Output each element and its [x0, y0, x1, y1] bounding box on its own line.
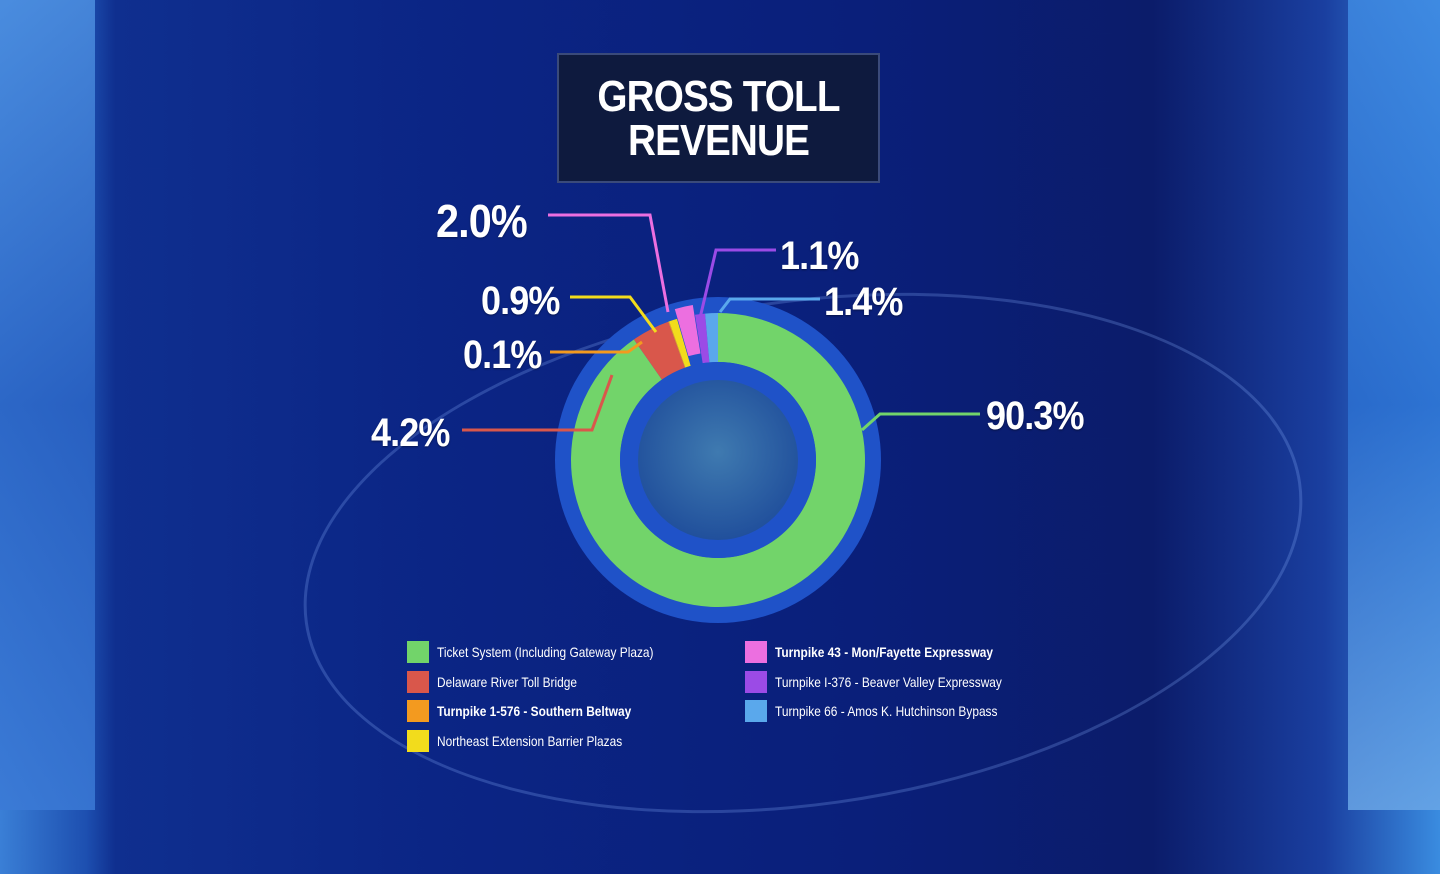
donut-slice-1: [633, 321, 685, 380]
donut-slice-3: [669, 318, 691, 368]
data-label-376: 1.1%: [780, 234, 859, 278]
legend-swatch: [407, 641, 429, 663]
legend-item-376: Turnpike I-376 - Beaver Valley Expresswa…: [745, 671, 1042, 693]
legend-item-43: Turnpike 43 - Mon/Fayette Expressway: [745, 641, 1032, 663]
leader-line-576: [550, 340, 643, 354]
leader-line-376: [698, 248, 776, 319]
chart-title: GROSS TOLL REVENUE: [557, 53, 880, 183]
title-line-2: REVENUE: [627, 116, 810, 165]
legend-swatch: [745, 700, 767, 722]
legend-swatch: [407, 671, 429, 693]
legend-label: Ticket System (Including Gateway Plaza): [437, 644, 654, 660]
leader-line-northeast: [570, 295, 658, 333]
leader-line-ticket: [861, 412, 980, 432]
legend-swatch: [407, 700, 429, 722]
data-label-delaware: 4.2%: [371, 411, 450, 455]
leader-line-delaware: [462, 374, 614, 432]
background-panel-left: [0, 0, 95, 810]
title-line-1: GROSS TOLL: [597, 72, 840, 121]
data-label-66: 1.4%: [824, 280, 903, 324]
legend-label: Turnpike I-376 - Beaver Valley Expresswa…: [775, 674, 1002, 690]
donut-chart: [462, 213, 980, 623]
legend-item-delaware: Delaware River Toll Bridge: [407, 671, 602, 693]
donut-slice-6: [705, 313, 718, 363]
background-panel-right: [1348, 0, 1440, 810]
legend-label: Turnpike 43 - Mon/Fayette Expressway: [775, 644, 994, 660]
legend-item-northeast: Northeast Extension Barrier Plazas: [407, 730, 655, 752]
legend-swatch: [745, 641, 767, 663]
leader-line-66: [718, 297, 820, 313]
legend-label: Northeast Extension Barrier Plazas: [437, 733, 623, 749]
donut-slice-5: [695, 313, 710, 364]
data-label-43: 2.0%: [436, 195, 528, 247]
data-label-576: 0.1%: [463, 333, 542, 377]
data-label-northeast: 0.9%: [481, 279, 560, 323]
legend-label: Delaware River Toll Bridge: [437, 674, 577, 690]
donut-hole: [638, 380, 798, 540]
leader-line-43: [548, 213, 670, 313]
legend-label: Turnpike 1-576 - Southern Beltway: [437, 703, 632, 719]
legend-swatch: [407, 730, 429, 752]
legend-swatch: [745, 671, 767, 693]
donut-slice-2: [668, 321, 686, 368]
legend-item-576: Turnpike 1-576 - Southern Beltway: [407, 700, 665, 722]
legend-item-ticket: Ticket System (Including Gateway Plaza): [407, 641, 692, 663]
data-label-ticket: 90.3%: [986, 394, 1084, 438]
legend-label: Turnpike 66 - Amos K. Hutchinson Bypass: [775, 703, 998, 719]
donut-slice-4: [674, 305, 701, 357]
legend-item-66: Turnpike 66 - Amos K. Hutchinson Bypass: [745, 700, 1037, 722]
donut-slice-0: [570, 313, 866, 607]
